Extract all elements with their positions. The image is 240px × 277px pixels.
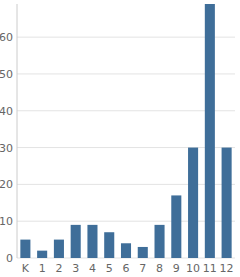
x-tick-label: 3 <box>72 262 79 275</box>
grid-line <box>17 37 235 38</box>
x-tick-label: 10 <box>186 262 200 275</box>
bar <box>121 243 131 258</box>
y-tick-label: 40 <box>0 105 13 118</box>
x-tick-label: 7 <box>139 262 146 275</box>
bar <box>222 148 232 258</box>
x-tick-label: 11 <box>203 262 217 275</box>
bar <box>155 225 165 258</box>
bar <box>171 195 181 258</box>
x-tick-label: 6 <box>123 262 130 275</box>
grid-line <box>17 73 235 74</box>
y-tick-label: 30 <box>0 142 13 155</box>
bar <box>20 240 30 258</box>
x-tick-label: 5 <box>106 262 113 275</box>
grid-line <box>17 147 235 148</box>
bar <box>37 251 47 258</box>
x-tick-label: K <box>22 262 30 275</box>
y-tick-label: 20 <box>0 178 13 191</box>
grid-line <box>17 110 235 111</box>
bar <box>188 148 198 258</box>
bar <box>87 225 97 258</box>
grid-line <box>17 221 235 222</box>
grid-line <box>17 184 235 185</box>
y-tick-label: 0 <box>6 252 13 265</box>
x-tick-label: 8 <box>156 262 163 275</box>
bars <box>20 4 231 258</box>
bar <box>104 232 114 258</box>
x-tick-label: 2 <box>55 262 62 275</box>
chart: 0102030405060K123456789101112 <box>0 0 240 277</box>
x-tick-label: 9 <box>173 262 180 275</box>
bar <box>138 247 148 258</box>
bar <box>71 225 81 258</box>
x-tick-label: 4 <box>89 262 96 275</box>
x-tick-label: 12 <box>220 262 234 275</box>
y-tick-label: 10 <box>0 215 13 228</box>
x-tick-label: 1 <box>39 262 46 275</box>
bar <box>205 4 215 258</box>
y-tick-label: 60 <box>0 31 13 44</box>
y-axis-line <box>17 4 18 258</box>
bar <box>54 240 64 258</box>
y-tick-label: 50 <box>0 68 13 81</box>
